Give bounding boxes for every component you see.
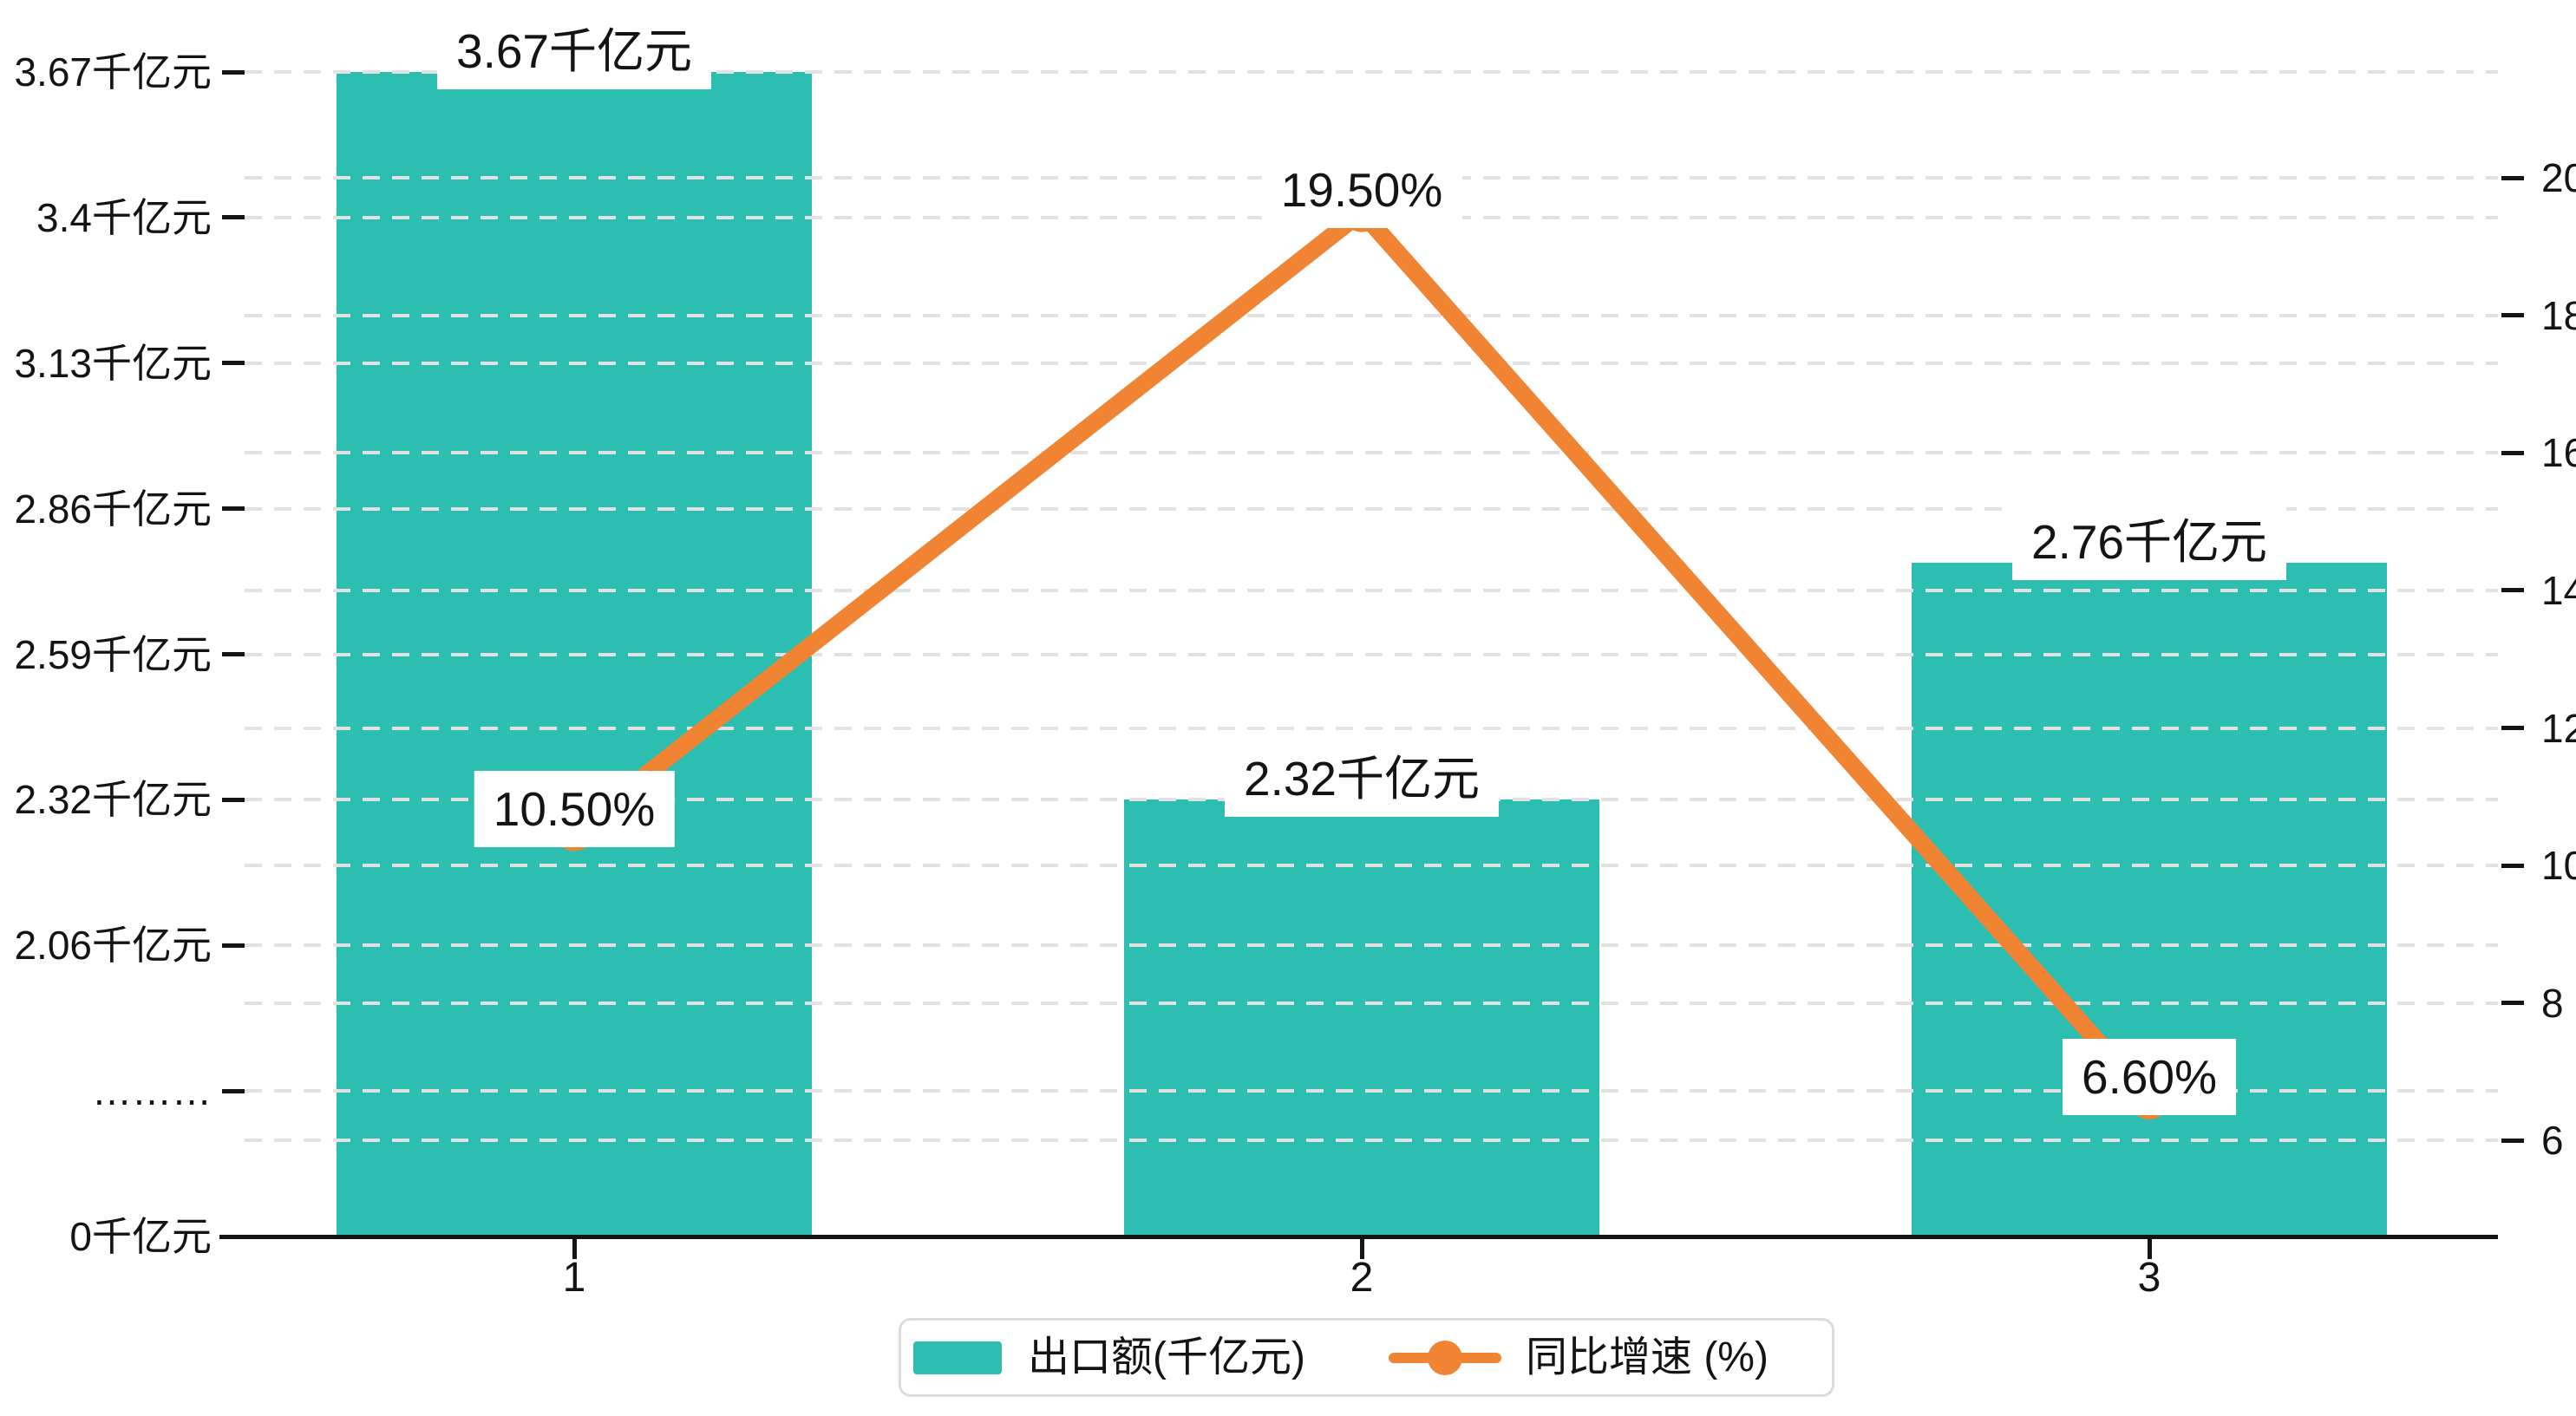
line-value-label-1: 10.50% (474, 770, 675, 847)
left-axis-tick-label: 3.67千亿元 (14, 49, 212, 95)
gridline (245, 1089, 2498, 1093)
bar-value-label-1: 3.67千亿元 (436, 13, 712, 90)
left-axis-tick-label: 2.59千亿元 (14, 631, 212, 677)
gridline (245, 652, 2498, 656)
bar-value-label-3: 2.76千亿元 (2011, 503, 2287, 580)
gridline (245, 506, 2498, 511)
left-axis-tick (222, 1088, 245, 1093)
legend: 出口额(千亿元) 同比增速 (%) (899, 1318, 1834, 1397)
left-axis-tick-label: 2.86千亿元 (14, 486, 212, 532)
left-axis-tick (222, 506, 245, 512)
left-axis-tick-label: ……… (92, 1068, 212, 1114)
gridline (245, 726, 2498, 730)
right-axis-tick (2501, 863, 2524, 868)
left-axis-tick-label: 2.06千亿元 (14, 923, 212, 969)
right-axis-tick (2501, 588, 2524, 593)
left-axis-tick (222, 361, 245, 366)
right-axis-tick-label: 20 (2541, 155, 2576, 200)
legend-item-export[interactable]: 出口额(千亿元) (913, 1334, 1305, 1382)
left-axis-tick-label: 3.13千亿元 (14, 340, 212, 386)
left-axis-tick-label: 3.4千亿元 (36, 194, 212, 240)
gridline (245, 588, 2498, 592)
bar-series-swatch-icon (913, 1341, 1002, 1374)
bar-2[interactable] (1124, 799, 1599, 1237)
right-axis-tick (2501, 450, 2524, 455)
x-axis-tick-label: 2 (1350, 1255, 1374, 1301)
right-axis-tick-label: 14 (2541, 567, 2576, 613)
line-value-label-3: 6.60% (2063, 1038, 2236, 1115)
x-axis-line (219, 1235, 2498, 1239)
right-axis-tick (2501, 313, 2524, 318)
legend-item-growth[interactable]: 同比增速 (%) (1388, 1334, 1769, 1382)
x-axis-tick-label: 1 (562, 1255, 586, 1301)
x-axis-tick-label: 3 (2137, 1255, 2161, 1301)
right-axis-tick-label: 12 (2541, 705, 2576, 751)
gridline (245, 864, 2498, 868)
right-axis-tick (2501, 175, 2524, 180)
legend-label-export: 出口额(千亿元) (1028, 1334, 1305, 1380)
left-axis-tick (222, 797, 245, 802)
left-axis-tick-label: 0千亿元 (69, 1214, 212, 1259)
x-axis-tick (2147, 1238, 2152, 1259)
left-axis-tick (222, 943, 245, 948)
gridline (245, 1001, 2498, 1005)
bar-3[interactable] (1912, 562, 2387, 1237)
gridline (245, 361, 2498, 365)
x-axis-tick (1359, 1238, 1364, 1259)
left-axis-tick-label: 2.32千亿元 (14, 777, 212, 823)
left-axis-tick (222, 652, 245, 656)
gridline (245, 313, 2498, 317)
right-axis-tick-label: 6 (2541, 1118, 2564, 1164)
line-dot-icon (1427, 1340, 1462, 1375)
line-value-label-2: 19.50% (1261, 151, 1462, 228)
gridline (245, 1139, 2498, 1143)
gridline (245, 451, 2498, 455)
bar-value-label-2: 2.32千亿元 (1224, 741, 1500, 818)
right-axis-tick-label: 8 (2541, 980, 2564, 1026)
left-axis-tick (222, 69, 245, 75)
gridline (245, 943, 2498, 948)
right-axis-tick (2501, 1138, 2524, 1143)
right-axis-tick (2501, 1001, 2524, 1006)
right-axis-tick-label: 18 (2541, 292, 2576, 338)
left-axis-tick (222, 215, 245, 220)
right-axis-tick-label: 10 (2541, 843, 2576, 889)
legend-label-growth: 同比增速 (%) (1525, 1334, 1769, 1380)
right-axis-tick (2501, 726, 2524, 731)
x-axis-tick (572, 1238, 577, 1259)
line-series-marker-icon (1388, 1339, 1501, 1377)
gridline (245, 70, 2498, 74)
right-axis-tick-label: 16 (2541, 430, 2576, 476)
